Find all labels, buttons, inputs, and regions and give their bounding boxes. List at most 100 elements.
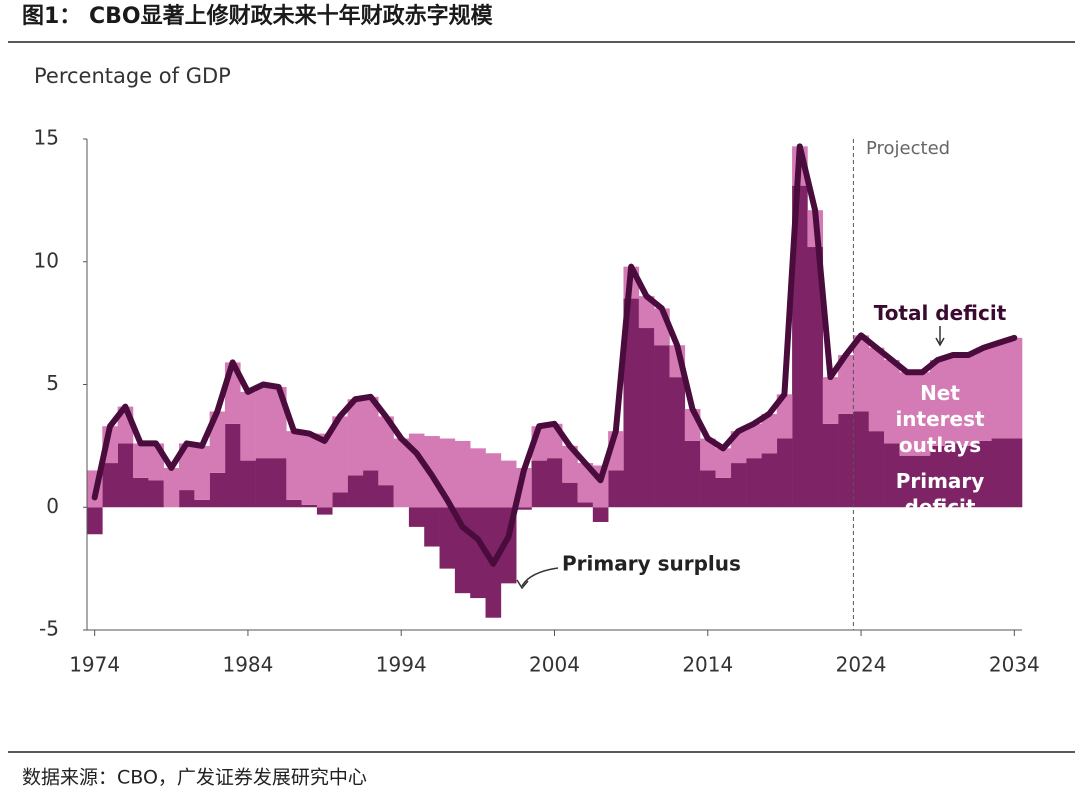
bar <box>884 443 900 508</box>
bar <box>746 458 762 508</box>
bar <box>546 458 563 508</box>
bar <box>224 423 241 508</box>
bar <box>132 477 149 508</box>
surplus-arrow <box>521 567 559 587</box>
bar <box>362 470 379 508</box>
bar <box>301 504 318 508</box>
bar <box>822 423 839 508</box>
x-tick-label: 1974 <box>69 653 120 677</box>
bar <box>378 485 394 508</box>
bar <box>316 507 333 515</box>
surplus-label: Primary surplus <box>562 552 741 576</box>
bar <box>976 347 992 441</box>
bar <box>899 455 916 508</box>
bar <box>1006 337 1023 439</box>
bar <box>776 394 793 439</box>
bar <box>408 507 425 527</box>
bar <box>163 467 180 508</box>
bar <box>378 416 394 486</box>
bar <box>638 296 655 329</box>
bar <box>776 438 793 508</box>
bar <box>853 411 870 508</box>
bar <box>592 507 609 522</box>
bar <box>178 490 195 508</box>
bar <box>424 507 440 547</box>
bar <box>209 472 226 508</box>
bar <box>102 463 118 508</box>
bar <box>761 453 778 508</box>
bar <box>577 502 594 508</box>
bar <box>654 345 670 508</box>
bar <box>822 377 839 424</box>
bar <box>700 470 716 508</box>
bar <box>715 448 732 478</box>
x-tick-label: 2024 <box>836 653 887 677</box>
bar <box>516 507 532 510</box>
bar <box>868 431 885 508</box>
bar <box>286 431 302 500</box>
bar <box>945 443 961 508</box>
bar <box>194 445 210 500</box>
x-tick-label: 2034 <box>989 653 1040 677</box>
bar <box>531 460 548 508</box>
projected-label: Projected <box>866 138 950 159</box>
bar <box>715 477 732 508</box>
bar <box>868 347 885 432</box>
bar <box>914 372 931 456</box>
bar <box>761 413 778 454</box>
bar <box>853 335 870 412</box>
bar <box>623 298 640 508</box>
bar <box>991 438 1007 508</box>
bar <box>470 507 486 599</box>
bar <box>347 399 364 476</box>
bar <box>347 475 364 508</box>
bar <box>562 482 578 508</box>
bar <box>332 492 348 508</box>
bar <box>730 463 747 508</box>
x-tick-label: 1994 <box>376 653 427 677</box>
y-tick-label: 5 <box>46 371 59 395</box>
y-tick-label: -5 <box>39 617 59 641</box>
bar <box>270 458 287 508</box>
legend-primary: Primary deficit <box>895 469 985 519</box>
bar <box>930 359 946 446</box>
source: 数据来源：CBO，广发证券发展研究中心 <box>22 767 367 789</box>
y-tick-label: 0 <box>46 494 59 518</box>
bar <box>960 445 977 508</box>
bar <box>608 470 624 508</box>
bar <box>454 440 471 508</box>
x-tick-label: 2014 <box>682 653 733 677</box>
bar <box>301 433 318 505</box>
legend-total: Total deficit <box>873 301 1007 325</box>
bar <box>87 507 103 535</box>
bar <box>638 328 655 508</box>
bar <box>194 499 210 508</box>
page-title: 图1： CBO显著上修财政未来十年财政赤字规模 <box>22 3 494 29</box>
bar <box>562 445 578 483</box>
bar <box>684 440 701 508</box>
bar <box>255 458 272 508</box>
bar <box>930 445 946 508</box>
bar <box>148 480 164 508</box>
y-tick-label: 10 <box>34 248 59 272</box>
bar <box>991 342 1007 439</box>
bar <box>746 423 762 459</box>
bar <box>945 355 961 444</box>
bar <box>960 355 977 446</box>
bar <box>914 455 931 508</box>
bar <box>286 499 302 508</box>
bar <box>439 507 456 569</box>
line <box>91 143 1018 567</box>
bar <box>255 384 272 459</box>
bar <box>838 355 854 414</box>
surplus-arrow-head <box>516 579 529 590</box>
y-axis-label: Percentage of GDP <box>34 64 231 88</box>
x-tick-label: 2004 <box>529 653 580 677</box>
bar <box>332 416 348 493</box>
bar <box>807 247 824 508</box>
bar <box>884 359 900 444</box>
bar <box>485 453 502 508</box>
bar <box>470 448 486 508</box>
bar <box>240 391 256 461</box>
bar <box>669 377 686 508</box>
